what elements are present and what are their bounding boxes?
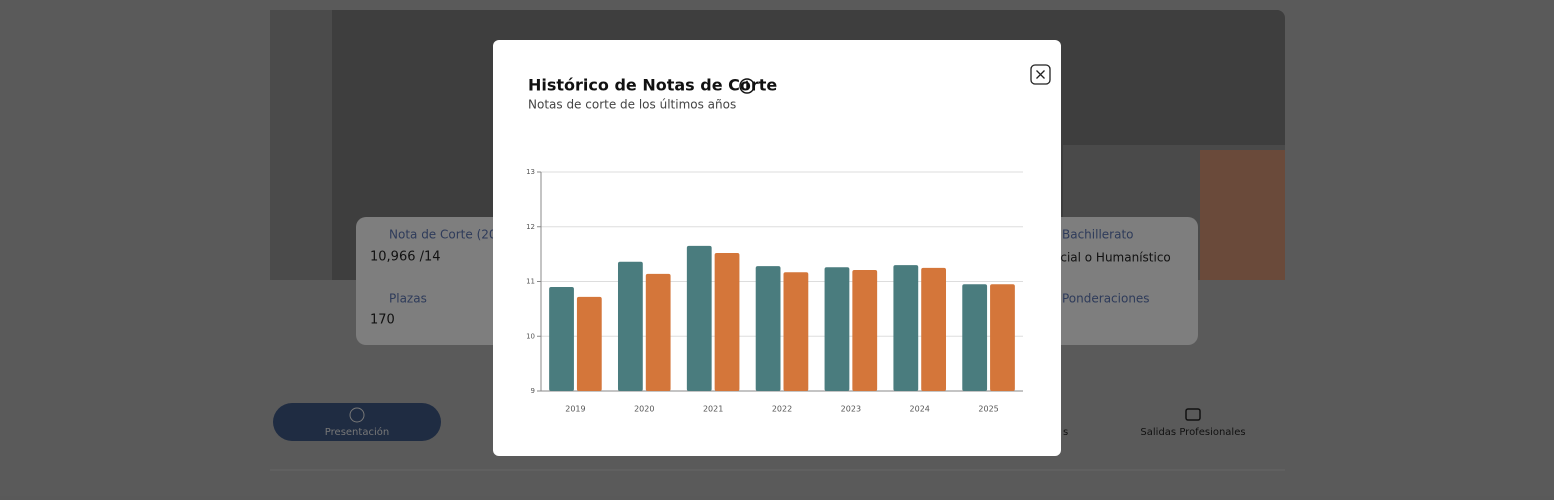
chart-subtitle: Notas de corte de los últimos años xyxy=(528,98,736,112)
y-tick-label: 10 xyxy=(526,332,535,340)
bar xyxy=(852,270,878,391)
x-tick-label: 2023 xyxy=(841,405,861,414)
bar xyxy=(962,284,988,391)
tab-label[interactable]: Presentación xyxy=(325,426,389,438)
bar xyxy=(755,266,781,391)
chart-title: Histórico de Notas de Corte xyxy=(528,76,777,95)
tab-icon xyxy=(349,407,365,423)
bar xyxy=(645,273,671,391)
plot: 9 10 11 12 13 2019 2020 2021 2022 2023 2024 2025 xyxy=(526,168,1023,414)
card-value: 170 xyxy=(370,313,395,328)
bar xyxy=(990,284,1015,391)
bar xyxy=(549,286,574,391)
bar xyxy=(617,261,643,391)
bar xyxy=(921,267,947,391)
bar xyxy=(686,245,712,391)
bar xyxy=(714,253,740,391)
x-tick-label: 2025 xyxy=(978,405,998,414)
card-label: Bachillerato xyxy=(1062,228,1134,242)
y-tick-label: 12 xyxy=(526,223,535,231)
bar xyxy=(824,267,850,391)
bar xyxy=(893,265,919,391)
tab-label[interactable]: Salidas Profesionales xyxy=(1140,427,1245,438)
info-icon[interactable] xyxy=(739,78,755,94)
y-tick-label: 11 xyxy=(526,278,535,286)
x-tick-label: 2022 xyxy=(772,405,792,414)
photo-part xyxy=(270,10,332,280)
card-label: Ponderaciones xyxy=(1062,292,1150,306)
y-tick-label: 9 xyxy=(531,387,535,395)
close-icon xyxy=(1036,70,1045,79)
card-label: Plazas xyxy=(389,292,427,306)
x-tick-label: 2021 xyxy=(703,405,723,414)
info-icon-dot xyxy=(746,80,748,83)
x-tick-label: 2024 xyxy=(910,405,930,414)
x-tick-label: 2020 xyxy=(634,405,654,414)
tab-icon xyxy=(1185,408,1201,421)
x-tick-label: 2019 xyxy=(565,405,585,414)
bar xyxy=(783,272,809,391)
y-tick-label: 13 xyxy=(526,168,535,176)
bar xyxy=(576,296,602,391)
photo-part xyxy=(1200,150,1285,280)
card-value: 10,966 /14 xyxy=(370,250,441,265)
card-value: ocial o Humanístico xyxy=(1053,251,1171,265)
tab-label[interactable]: s xyxy=(1063,427,1068,438)
card-label: Nota de Corte (20 xyxy=(389,228,497,242)
